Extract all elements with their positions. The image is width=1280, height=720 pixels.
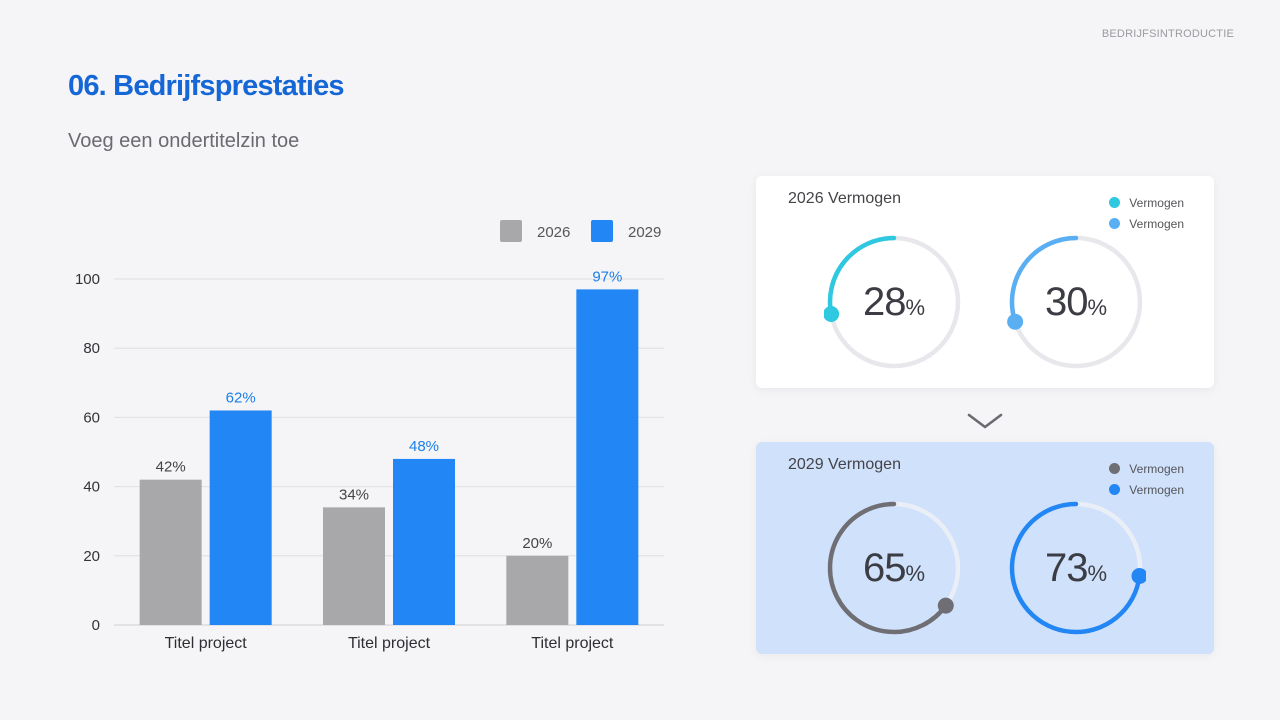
gauge: 65 % — [824, 498, 964, 638]
legend-label: 2029 — [628, 224, 661, 241]
x-tick-label: Titel project — [348, 635, 431, 652]
gauge-ring — [824, 235, 961, 369]
y-tick-label: 80 — [83, 340, 100, 357]
legend-dot — [1109, 463, 1121, 474]
x-tick-label: Titel project — [531, 635, 614, 652]
section-tag: BEDRIJFSINTRODUCTIE — [1101, 28, 1234, 40]
legend-label: Vermogen — [1129, 195, 1184, 210]
legend-dot — [1109, 218, 1121, 229]
x-tick-label: Titel project — [165, 635, 248, 652]
gauge-unit: % — [905, 561, 926, 586]
gauge-unit: % — [905, 295, 926, 320]
legend-label: 2026 — [537, 224, 570, 241]
legend-label: Vermogen — [1129, 482, 1184, 497]
legend-item: Vermogen — [1109, 213, 1184, 234]
card-title: 2026 Vermogen — [788, 190, 901, 207]
page-subtitle: Voeg een ondertitelzin toe — [68, 130, 300, 152]
y-tick-label: 100 — [75, 271, 100, 288]
legend-item: Vermogen — [1109, 479, 1184, 500]
bar-2029 — [209, 410, 272, 625]
gauge-progress-arc — [827, 501, 949, 635]
gauge-end-dot — [1007, 313, 1024, 330]
gauge-end-dot — [1131, 568, 1146, 585]
gauge-value: 73 % — [1006, 498, 1146, 638]
gauge-progress-arc — [827, 235, 897, 317]
gauge-ring — [1009, 501, 1146, 635]
bar-2026 — [139, 479, 202, 625]
chevron-down-icon — [967, 413, 1003, 429]
card-2029-vermogen: 2029 Vermogen Vermogen Vermogen 65 % 73 … — [756, 442, 1214, 654]
y-tick-label: 60 — [83, 409, 100, 426]
data-label: 97% — [592, 268, 622, 285]
bar-2029 — [393, 458, 455, 625]
bar-chart: 0 20 40 60 80 100 42% 62% Titel project 34% 48% Tit… — [75, 220, 664, 652]
legend-swatch — [500, 220, 522, 242]
legend-item: Vermogen — [1109, 458, 1184, 479]
legend-label: Vermogen — [1129, 461, 1184, 476]
gauge-end-dot — [937, 597, 954, 614]
data-label: 34% — [339, 486, 369, 503]
card-legend: Vermogen Vermogen — [1109, 192, 1184, 234]
legend-dot — [1109, 197, 1121, 208]
gauge-ring — [827, 501, 961, 635]
gauge-ring — [1007, 235, 1143, 369]
gauge-value: 28 % — [824, 232, 964, 372]
gauge-end-dot — [824, 305, 840, 322]
page-title: 06. Bedrijfsprestaties — [68, 70, 345, 102]
y-tick-label: 20 — [83, 548, 100, 565]
gauge: 30 % — [1006, 232, 1146, 372]
gauge-number: 28 — [862, 279, 906, 324]
card-title: 2029 Vermogen — [788, 456, 901, 473]
gauge-unit: % — [1087, 295, 1108, 320]
data-label: 20% — [522, 535, 552, 552]
card-legend: Vermogen Vermogen — [1109, 458, 1184, 500]
gauge-unit: % — [1087, 561, 1108, 586]
legend-swatch — [591, 220, 613, 242]
gauge-number: 65 — [862, 545, 906, 590]
bar-2029 — [576, 289, 639, 625]
gauge-number: 73 — [1044, 545, 1088, 590]
gauge-progress-arc — [1009, 501, 1142, 635]
gauge: 28 % — [824, 232, 964, 372]
gauge-value: 30 % — [1006, 232, 1146, 372]
data-label: 48% — [409, 438, 439, 455]
data-label: 62% — [226, 389, 256, 406]
legend-item: Vermogen — [1109, 192, 1184, 213]
gauge-progress-arc — [1009, 235, 1079, 325]
legend-dot — [1109, 484, 1121, 495]
card-2026-vermogen: 2026 Vermogen Vermogen Vermogen 28 % 30 … — [756, 176, 1214, 388]
bar-2026 — [323, 507, 385, 625]
y-tick-label: 0 — [92, 617, 100, 634]
gauge-number: 30 — [1044, 279, 1088, 324]
data-label: 42% — [156, 459, 186, 476]
gauge: 73 % — [1006, 498, 1146, 638]
legend-label: Vermogen — [1129, 216, 1184, 231]
y-tick-label: 40 — [83, 479, 100, 496]
gauge-value: 65 % — [824, 498, 964, 638]
bar-2026 — [506, 555, 569, 625]
